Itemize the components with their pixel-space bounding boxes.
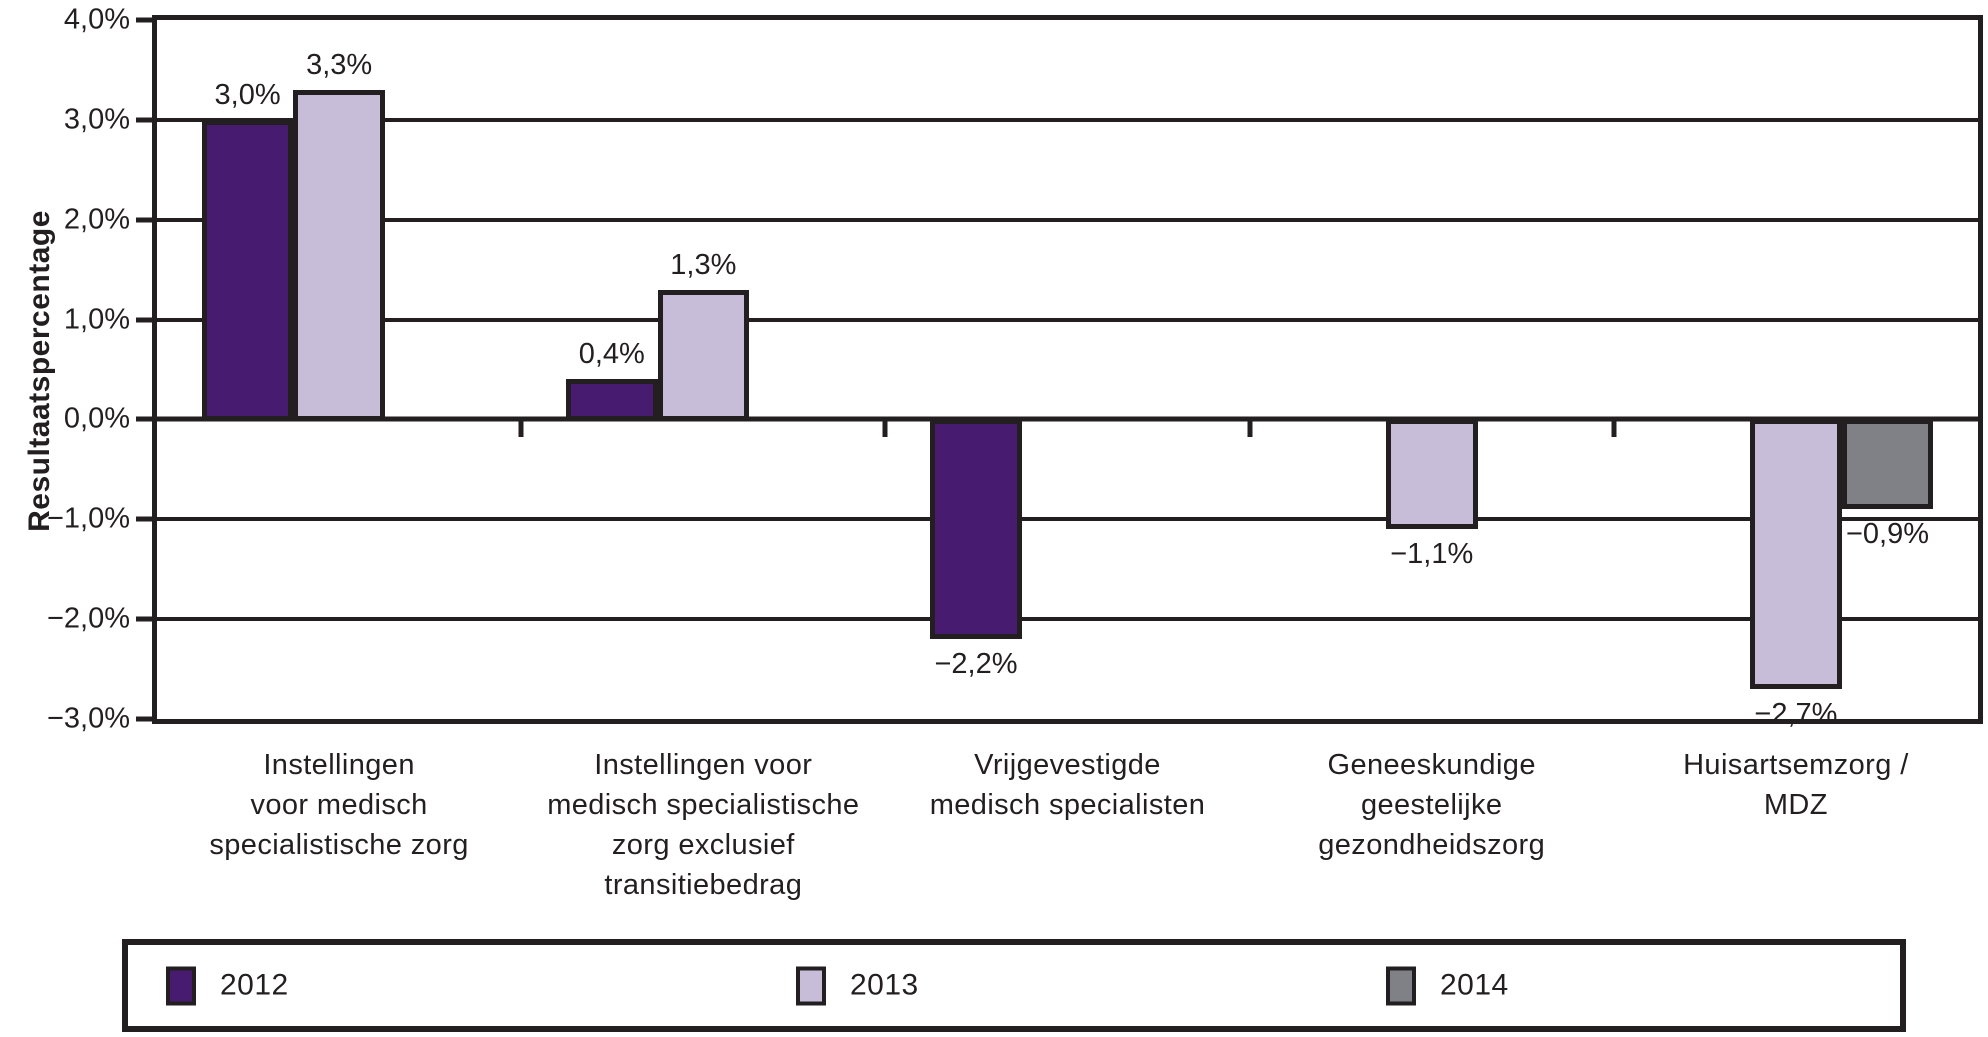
bar-2014-category-5 — [1841, 419, 1934, 510]
y-tick-label: 0,0% — [63, 402, 130, 435]
bar-value-label: 3,0% — [214, 78, 281, 111]
y-tick-label: 2,0% — [63, 203, 130, 236]
gridline — [157, 617, 1978, 622]
legend-swatch-2013 — [796, 966, 826, 1005]
gridline — [157, 317, 1978, 322]
y-axis-tick — [136, 716, 152, 722]
bar-value-label: −0,9% — [1845, 518, 1930, 551]
y-axis-tick — [136, 17, 152, 23]
category-label-3: Vrijgevestigde medisch specialisten — [929, 749, 1206, 821]
gridline — [157, 217, 1978, 222]
bar-2013-category-4 — [1385, 419, 1478, 530]
bar-value-label: −1,1% — [1390, 538, 1474, 571]
bar-value-label: 1,3% — [670, 248, 737, 281]
y-axis-tick — [136, 217, 152, 223]
bar-2013-category-5 — [1750, 419, 1842, 690]
category-label-1: Instellingen voor medisch specialistisch… — [209, 749, 469, 861]
x-axis-tick — [518, 421, 524, 438]
legend-item-2013: 2013 — [796, 966, 919, 1005]
x-axis-tick — [1247, 421, 1253, 438]
bar-2013-category-2 — [657, 289, 750, 422]
category-label-4: Geneeskundige geestelijke gezondheidszor… — [1318, 749, 1546, 861]
y-axis-tick — [136, 516, 152, 522]
x-axis-tick — [882, 421, 888, 438]
bar-2013-category-1 — [293, 89, 385, 422]
gridline — [157, 117, 1978, 122]
legend-swatch-2014 — [1386, 966, 1416, 1005]
y-tick-label: 4,0% — [63, 3, 130, 36]
gridline — [157, 517, 1978, 522]
bar-value-label: 3,3% — [306, 48, 373, 81]
y-axis-tick — [136, 616, 152, 622]
bar-2012-category-1 — [201, 119, 294, 422]
legend-label-2013: 2013 — [850, 968, 919, 1002]
legend-item-2014: 2014 — [1386, 966, 1509, 1005]
y-axis-tick — [136, 117, 152, 123]
y-tick-label: −3,0% — [46, 702, 130, 735]
bar-2012-category-2 — [565, 379, 658, 422]
legend-box: 2012 2013 2014 — [122, 939, 1906, 1032]
bar-value-label: −2,2% — [934, 648, 1018, 681]
bar-value-label: 0,4% — [578, 338, 645, 371]
y-tick-label: 1,0% — [63, 303, 130, 336]
legend-item-2012: 2012 — [166, 966, 289, 1005]
legend-label-2014: 2014 — [1440, 968, 1509, 1002]
x-axis-zero-line — [157, 416, 1978, 422]
y-tick-label: 3,0% — [63, 103, 130, 136]
legend-swatch-2012 — [166, 966, 196, 1005]
bar-value-label: −2,7% — [1754, 698, 1838, 731]
bar-2012-category-3 — [930, 419, 1022, 640]
y-tick-label: −2,0% — [46, 602, 130, 635]
y-tick-label: −1,0% — [46, 502, 130, 535]
category-label-2: Instellingen voor medisch specialistisch… — [547, 749, 860, 901]
plot-area — [152, 15, 1983, 724]
x-axis-tick — [1611, 421, 1617, 438]
y-axis-tick — [136, 416, 152, 422]
y-axis-tick — [136, 317, 152, 323]
category-label-5: Huisartsemzorg / MDZ — [1683, 749, 1909, 821]
legend-label-2012: 2012 — [220, 968, 289, 1002]
